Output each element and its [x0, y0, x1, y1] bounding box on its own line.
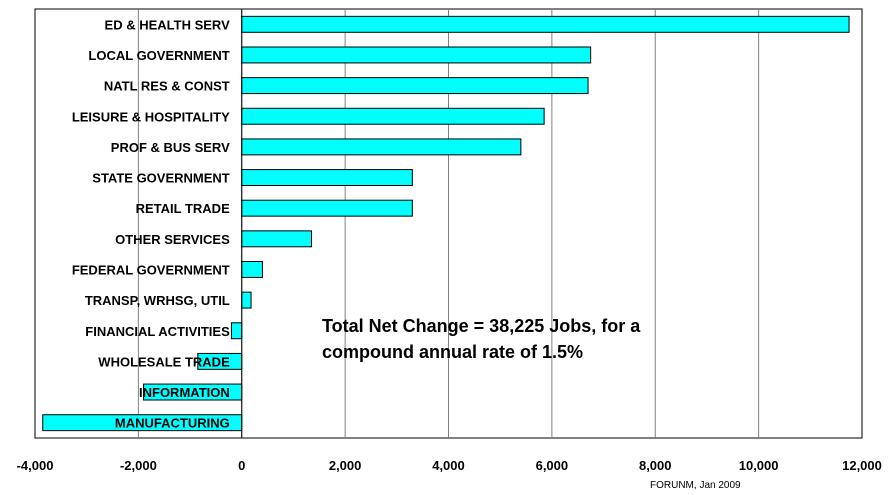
category-label: FEDERAL GOVERNMENT	[72, 262, 230, 277]
bar	[241, 77, 589, 95]
category-label: TRANSP, WRHSG, UTIL	[85, 293, 230, 308]
bar	[241, 199, 413, 217]
category-labels: ED & HEALTH SERV LOCAL GOVERNMENT NATL RES…	[72, 17, 230, 430]
x-tick-label: 6,000	[536, 458, 569, 473]
x-tick-label: 0	[238, 458, 245, 473]
category-label: RETAIL TRADE	[136, 201, 230, 216]
category-label: MANUFACTURING	[115, 416, 230, 431]
bar	[241, 107, 545, 125]
bar	[241, 260, 263, 278]
category-label: OTHER SERVICES	[115, 232, 230, 247]
category-label: WHOLESALE TRADE	[98, 354, 230, 369]
category-label: INFORMATION	[139, 385, 230, 400]
x-tick-label: 2,000	[329, 458, 362, 473]
category-label: LOCAL GOVERNMENT	[88, 48, 229, 63]
category-label: STATE GOVERNMENT	[92, 171, 230, 186]
bar	[241, 291, 252, 309]
category-label: PROF & BUS SERV	[111, 140, 230, 155]
x-tick-label: 8,000	[639, 458, 672, 473]
x-tick-label: 10,000	[739, 458, 779, 473]
bar	[241, 169, 413, 187]
x-tick-label: -4,000	[17, 458, 54, 473]
x-tick-label: 12,000	[842, 458, 882, 473]
annotation-line-2: compound annual rate of 1.5%	[322, 342, 583, 362]
bar	[241, 230, 313, 248]
bars	[42, 15, 850, 432]
category-label: NATL RES & CONST	[104, 79, 230, 94]
bar	[241, 15, 850, 33]
category-label: FINANCIAL ACTIVITIES	[85, 324, 230, 339]
x-tick-label: -2,000	[120, 458, 157, 473]
source-note: FORUNM, Jan 2009	[650, 480, 741, 491]
bar	[241, 138, 522, 156]
bar	[241, 46, 592, 64]
annotation-line-1: Total Net Change = 38,225 Jobs, for a	[322, 316, 641, 336]
x-tick-label: 4,000	[432, 458, 465, 473]
category-label: ED & HEALTH SERV	[105, 17, 231, 32]
x-tick-labels: -4,000 -2,000 0 2,000 4,000 6,000 8,000 10,000 1…	[17, 458, 882, 473]
bar	[230, 322, 243, 340]
category-label: LEISURE & HOSPITALITY	[72, 109, 230, 124]
